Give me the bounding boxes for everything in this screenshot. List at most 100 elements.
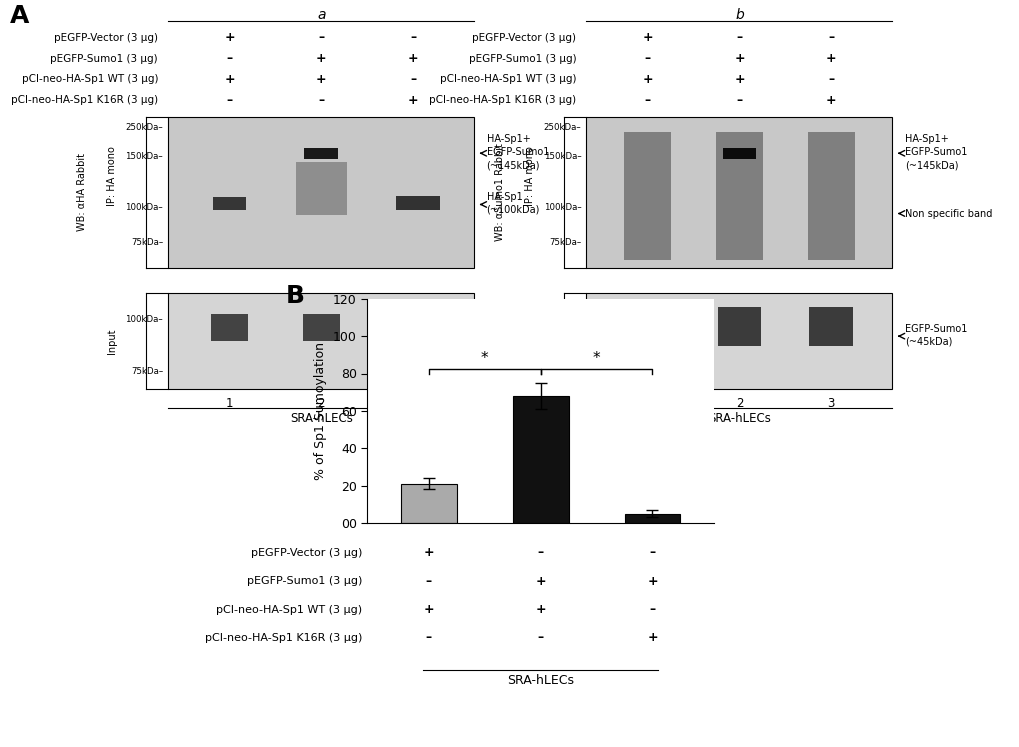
Text: HA-Sp1: HA-Sp1 — [486, 192, 522, 202]
Bar — [586, 293, 892, 389]
Text: Non specific band: Non specific band — [904, 208, 991, 219]
Text: –: – — [644, 52, 650, 65]
Text: Input: Input — [107, 328, 117, 353]
Text: +: + — [734, 73, 744, 86]
Text: pCI-neo-HA-Sp1 WT (3 μg): pCI-neo-HA-Sp1 WT (3 μg) — [439, 75, 576, 84]
Text: –: – — [649, 603, 655, 616]
Text: 150kDa–: 150kDa– — [125, 152, 163, 161]
Text: EGFP-Sumo1: EGFP-Sumo1 — [486, 147, 548, 157]
Text: (~100kDa): (~100kDa) — [486, 336, 539, 346]
Text: 37kDa–: 37kDa– — [548, 368, 581, 376]
Text: IP: HA mono: IP: HA mono — [107, 146, 117, 205]
Bar — [717, 307, 760, 346]
Text: HA-Sp1: HA-Sp1 — [486, 323, 522, 334]
Text: 250kDa–: 250kDa– — [543, 123, 581, 132]
Text: (~145kDa): (~145kDa) — [486, 161, 539, 170]
Text: –: – — [410, 31, 416, 44]
Bar — [715, 132, 762, 260]
Text: 2: 2 — [735, 397, 743, 410]
Text: 100kDa–: 100kDa– — [125, 203, 163, 212]
Text: +: + — [535, 603, 545, 616]
Text: –: – — [827, 31, 834, 44]
Bar — [168, 117, 474, 267]
Text: pEGFP-Sumo1 (3 μg): pEGFP-Sumo1 (3 μg) — [50, 54, 158, 63]
Text: WB: αSumo1 Rabbit: WB: αSumo1 Rabbit — [494, 143, 504, 241]
Text: +: + — [646, 574, 657, 588]
Text: 75kDa–: 75kDa– — [130, 368, 163, 376]
Text: +: + — [423, 546, 434, 560]
Text: pCI-neo-HA-Sp1 K16R (3 μg): pCI-neo-HA-Sp1 K16R (3 μg) — [205, 633, 362, 643]
Text: pCI-neo-HA-Sp1 WT (3 μg): pCI-neo-HA-Sp1 WT (3 μg) — [216, 604, 362, 615]
Text: SRA-hLECs: SRA-hLECs — [289, 412, 353, 425]
Text: 75kDa–: 75kDa– — [130, 238, 163, 247]
Bar — [586, 117, 892, 267]
Text: +: + — [316, 52, 326, 65]
Text: –: – — [226, 52, 232, 65]
Text: +: + — [734, 52, 744, 65]
Y-axis label: % of Sp1 Sumoylation: % of Sp1 Sumoylation — [314, 342, 327, 480]
Bar — [807, 132, 854, 260]
Text: –: – — [318, 31, 324, 44]
Text: 3: 3 — [409, 397, 417, 410]
Text: 1: 1 — [643, 397, 651, 410]
Text: +: + — [646, 631, 657, 645]
Text: 100kDa–: 100kDa– — [125, 315, 163, 324]
Text: SRA-hLECs: SRA-hLECs — [707, 412, 770, 425]
Bar — [396, 196, 439, 211]
Text: –: – — [736, 31, 742, 44]
Text: pEGFP-Vector (3 μg): pEGFP-Vector (3 μg) — [472, 33, 576, 43]
Bar — [168, 293, 474, 389]
Bar — [394, 314, 431, 341]
Text: EGFP-Sumo1: EGFP-Sumo1 — [904, 147, 966, 157]
Bar — [303, 314, 339, 341]
Text: 250kDa–: 250kDa– — [125, 123, 163, 132]
Text: SRA-hLECs: SRA-hLECs — [506, 674, 574, 686]
Text: IP: HA mono: IP: HA mono — [525, 146, 535, 205]
Text: A: A — [10, 4, 30, 28]
Text: –: – — [425, 631, 431, 645]
Text: 1: 1 — [225, 397, 233, 410]
Bar — [305, 148, 338, 159]
Text: +: + — [423, 603, 434, 616]
Text: *: * — [592, 351, 600, 366]
Text: (~145kDa): (~145kDa) — [904, 161, 957, 170]
Bar — [296, 162, 346, 215]
Text: pEGFP-Vector (3 μg): pEGFP-Vector (3 μg) — [251, 548, 362, 558]
Text: 3: 3 — [826, 397, 835, 410]
Text: +: + — [642, 31, 652, 44]
Text: (~100kDa): (~100kDa) — [486, 205, 539, 214]
Text: HA-Sp1+: HA-Sp1+ — [486, 134, 530, 143]
Text: pCI-neo-HA-Sp1 K16R (3 μg): pCI-neo-HA-Sp1 K16R (3 μg) — [11, 96, 158, 105]
Text: +: + — [408, 52, 418, 65]
Text: –: – — [537, 631, 543, 645]
Text: –: – — [425, 574, 431, 588]
Text: +: + — [224, 73, 234, 86]
Text: –: – — [410, 73, 416, 86]
Text: Input: Input — [525, 328, 535, 353]
Text: 2: 2 — [317, 397, 325, 410]
Bar — [400, 484, 457, 523]
Bar — [809, 307, 852, 346]
Bar — [624, 132, 671, 260]
Text: 50kDa–: 50kDa– — [548, 315, 581, 324]
Text: –: – — [318, 94, 324, 107]
Text: 100kDa–: 100kDa– — [543, 203, 581, 212]
Text: +: + — [535, 574, 545, 588]
Text: pCI-neo-HA-Sp1 WT (3 μg): pCI-neo-HA-Sp1 WT (3 μg) — [21, 75, 158, 84]
Text: b: b — [735, 8, 743, 22]
Text: HA-Sp1+: HA-Sp1+ — [904, 134, 948, 143]
Text: –: – — [226, 94, 232, 107]
Text: +: + — [224, 31, 234, 44]
Text: +: + — [642, 73, 652, 86]
Text: 150kDa–: 150kDa– — [543, 152, 581, 161]
Bar — [213, 197, 247, 211]
Text: pEGFP-Vector (3 μg): pEGFP-Vector (3 μg) — [54, 33, 158, 43]
Bar — [211, 314, 248, 341]
Text: (~45kDa): (~45kDa) — [904, 336, 951, 346]
Text: 75kDa–: 75kDa– — [548, 238, 581, 247]
Text: –: – — [649, 546, 655, 560]
Text: +: + — [408, 94, 418, 107]
Text: EGFP-Sumo1: EGFP-Sumo1 — [904, 323, 966, 334]
Bar — [513, 396, 568, 523]
Text: –: – — [736, 94, 742, 107]
